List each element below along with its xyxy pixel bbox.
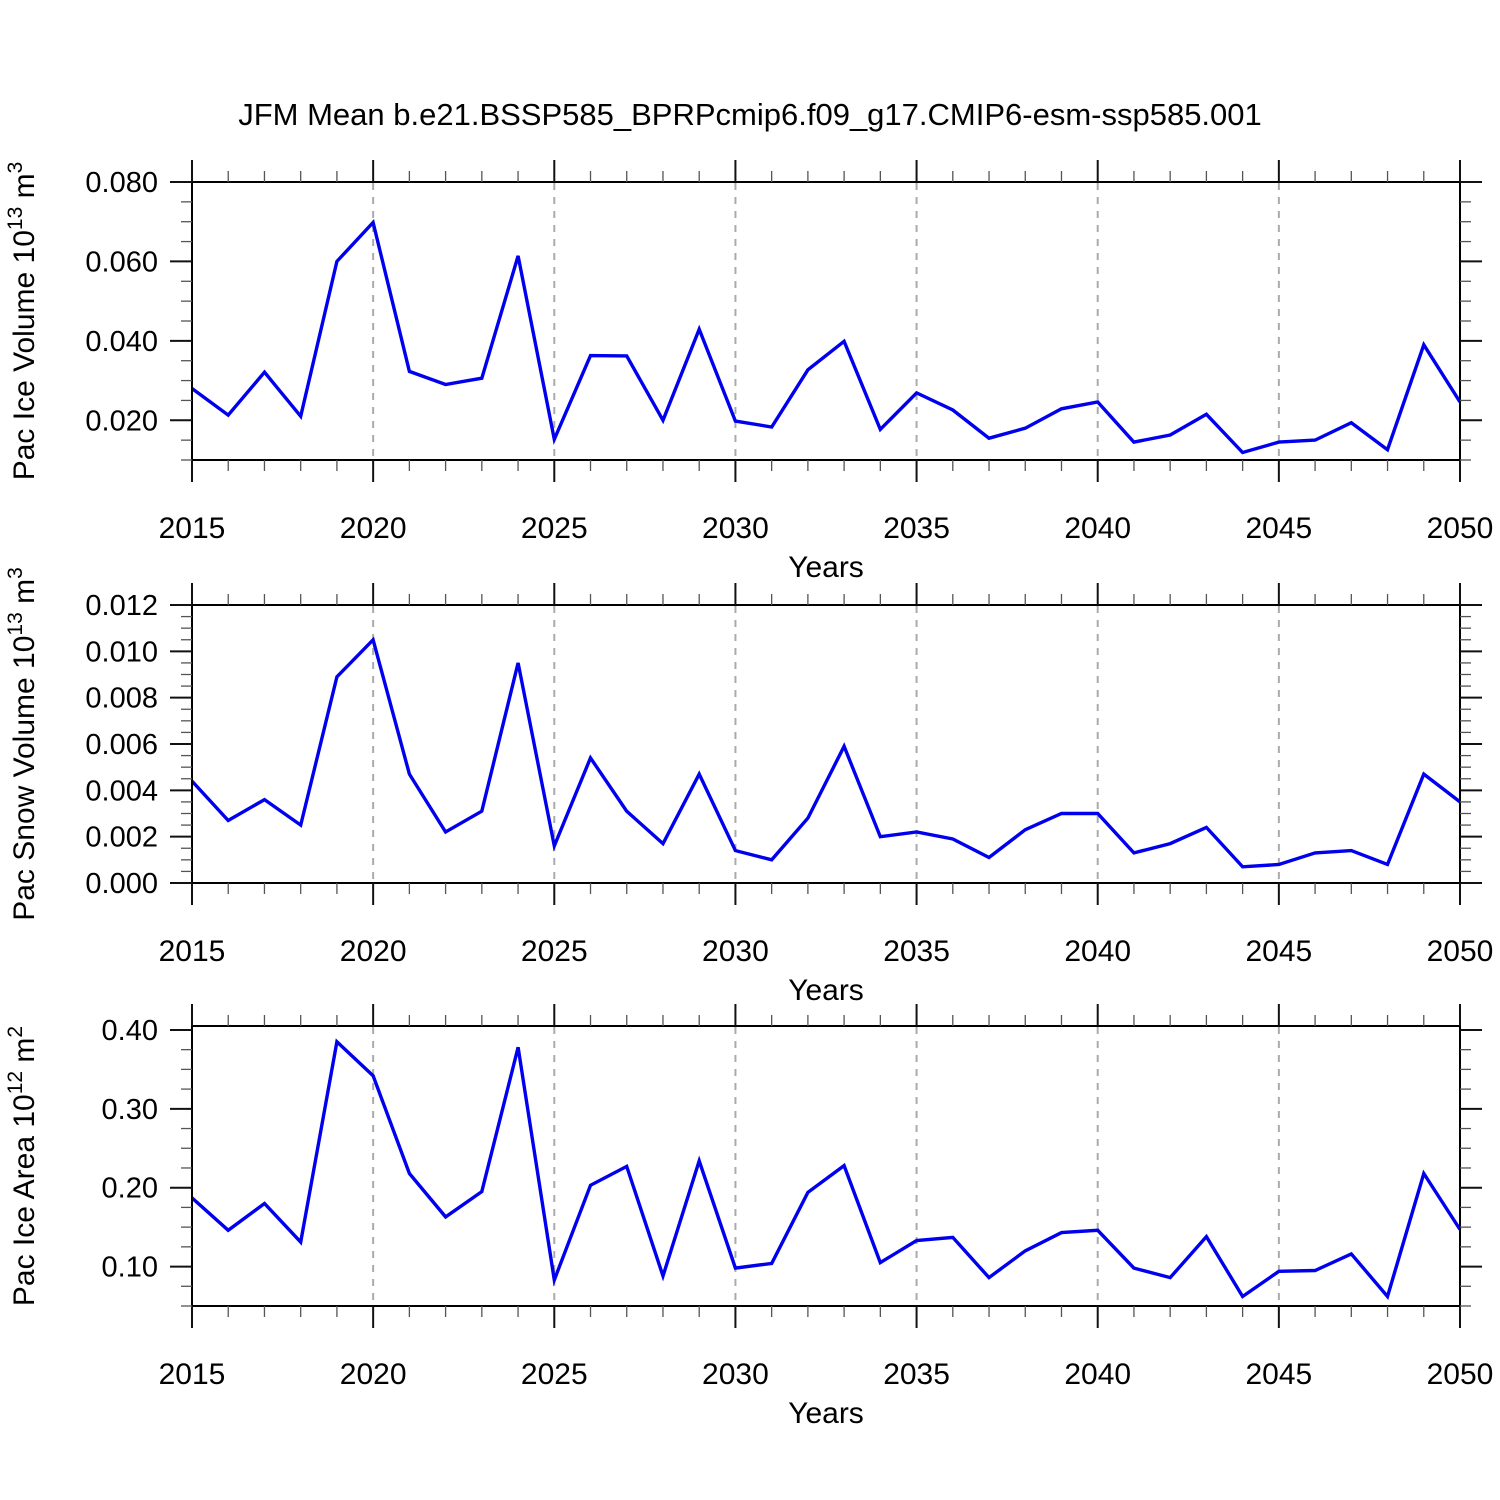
y-tick-label: 0.20 (102, 1173, 158, 1205)
x-tick-label: 2050 (1427, 935, 1494, 968)
plot-frame (191, 1025, 1461, 1307)
x-tick-label: 2045 (1245, 512, 1312, 545)
pac-snow-volume-line (190, 636, 1462, 869)
x-tick-label: 2040 (1064, 512, 1131, 545)
x-tick-label: 2030 (702, 1358, 769, 1391)
x-tick-label: 2025 (521, 512, 588, 545)
y-tick-label: 0.008 (85, 683, 158, 715)
panel-pac-ice-area: 0.10 0.20 0.30 0.40 2015 2020 2025 2030 2035 2040… (4, 1004, 1493, 1430)
x-tick-label: 2035 (883, 1358, 950, 1391)
x-tick-label: 2035 (883, 935, 950, 968)
panel-pac-snow-volume: 0.000 0.002 0.004 0.006 0.008 0.010 0.012 2015 2… (4, 567, 1493, 1007)
y-tick-label: 0.40 (102, 1015, 158, 1047)
pac-ice-volume-line (190, 219, 1462, 455)
y-tick-label: 0.000 (85, 868, 158, 900)
x-tick-label: 2020 (340, 512, 407, 545)
x-axis-title: Years (788, 551, 864, 584)
y-tick-label: 0.060 (85, 246, 158, 278)
x-tick-label: 2015 (159, 512, 226, 545)
x-tick-label: 2025 (521, 1358, 588, 1391)
y-axis-title: Pac Snow Volume 1013 m3 (4, 567, 41, 921)
y-tick-label: 0.010 (85, 636, 158, 668)
y-tick-label: 0.004 (85, 775, 158, 807)
x-tick-label: 2040 (1064, 935, 1131, 968)
x-tick-label: 2040 (1064, 1358, 1131, 1391)
x-axis-title: Years (788, 1397, 864, 1430)
x-tick-label: 2045 (1245, 935, 1312, 968)
y-axis-title: Pac Ice Volume 1013 m3 (4, 162, 41, 481)
x-tick-label: 2045 (1245, 1358, 1312, 1391)
x-tick-label: 2020 (340, 935, 407, 968)
panel-pac-ice-volume: 0.020 0.040 0.060 0.080 2015 2020 2025 2030 2035… (4, 160, 1493, 584)
y-tick-label: 0.012 (85, 590, 158, 622)
x-tick-label: 2050 (1427, 1358, 1494, 1391)
x-axis-title: Years (788, 974, 864, 1007)
x-tick-label: 2030 (702, 512, 769, 545)
x-tick-label: 2020 (340, 1358, 407, 1391)
x-tick-label: 2025 (521, 935, 588, 968)
y-tick-label: 0.002 (85, 822, 158, 854)
y-axis-title: Pac Ice Area 1012 m2 (4, 1026, 41, 1306)
plot-frame (191, 604, 1461, 884)
y-tick-label: 0.10 (102, 1252, 158, 1284)
x-tick-label: 2050 (1427, 512, 1494, 545)
y-tick-label: 0.020 (85, 405, 158, 437)
x-tick-label: 2015 (159, 935, 226, 968)
chart-title: JFM Mean b.e21.BSSP585_BPRPcmip6.f09_g17… (238, 97, 1262, 132)
y-tick-label: 0.080 (85, 167, 158, 199)
y-tick-label: 0.040 (85, 326, 158, 358)
y-tick-label: 0.006 (85, 729, 158, 761)
x-tick-label: 2030 (702, 935, 769, 968)
plot-frame (191, 181, 1461, 461)
pac-ice-area-line (190, 1038, 1462, 1300)
x-tick-label: 2015 (159, 1358, 226, 1391)
y-tick-label: 0.30 (102, 1094, 158, 1126)
x-tick-label: 2035 (883, 512, 950, 545)
